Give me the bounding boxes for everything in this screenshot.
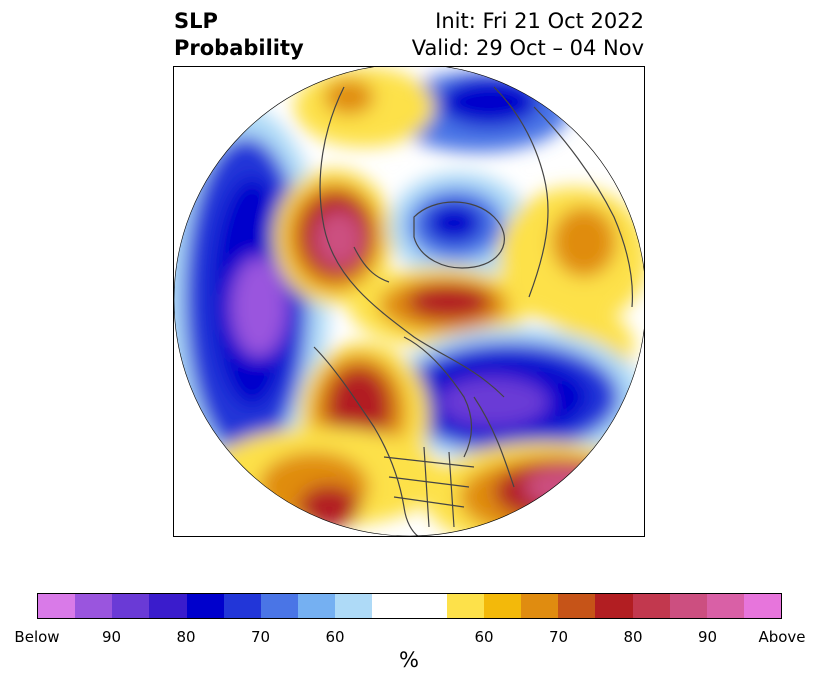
colorbar-segment (558, 594, 596, 618)
colorbar-segment (372, 594, 410, 618)
valid-label: Valid: 29 Oct – 04 Nov (411, 36, 644, 60)
colorbar-segment (669, 594, 707, 618)
colorbar-segment (521, 594, 559, 618)
colorbar-segment (149, 594, 187, 618)
colorbar-segment (483, 594, 522, 618)
colorbar-tick-label: 70 (548, 628, 569, 646)
colorbar-tick-label: Above (758, 628, 806, 646)
coastlines (313, 86, 633, 536)
colorbar-segment (298, 594, 336, 618)
init-label: Init: Fri 21 Oct 2022 (435, 9, 644, 33)
probability-map (174, 67, 644, 536)
colorbar-tick-label: 60 (474, 628, 494, 646)
colorbar-segment (335, 594, 373, 618)
colorbar-segment (223, 594, 261, 618)
colorbar-tick-label: 90 (101, 628, 122, 646)
chart-title-right: Init: Fri 21 Oct 2022 Valid: 29 Oct – 04… (412, 8, 644, 62)
colorbar-segment (706, 594, 744, 618)
colorbar-tick-label: 90 (697, 628, 718, 646)
colorbar-tick-label: Below (14, 628, 60, 646)
colorbar-segment (75, 594, 113, 618)
colorbar-segment (38, 594, 76, 618)
colorbar-tick-label: 60 (325, 628, 345, 646)
colorbar-segment (595, 594, 633, 618)
colorbar-segment (446, 594, 484, 618)
colorbar-tick-label: 80 (623, 628, 643, 646)
colorbar-segment (260, 594, 299, 618)
colorbar-segment (112, 594, 150, 618)
colorbar-segment (186, 594, 224, 618)
colorbar-segment (632, 594, 670, 618)
map-panel (173, 66, 645, 537)
colorbar-segment (409, 594, 447, 618)
colorbar-segment (743, 594, 782, 618)
variable-label: SLP (174, 9, 218, 33)
colorbar-tick-label: 80 (176, 628, 196, 646)
type-label: Probability (174, 36, 304, 60)
colorbar (37, 593, 782, 619)
colorbar-unit: % (399, 648, 419, 672)
chart-title-left: SLP Probability (174, 8, 304, 62)
colorbar-tick-label: 70 (250, 628, 271, 646)
